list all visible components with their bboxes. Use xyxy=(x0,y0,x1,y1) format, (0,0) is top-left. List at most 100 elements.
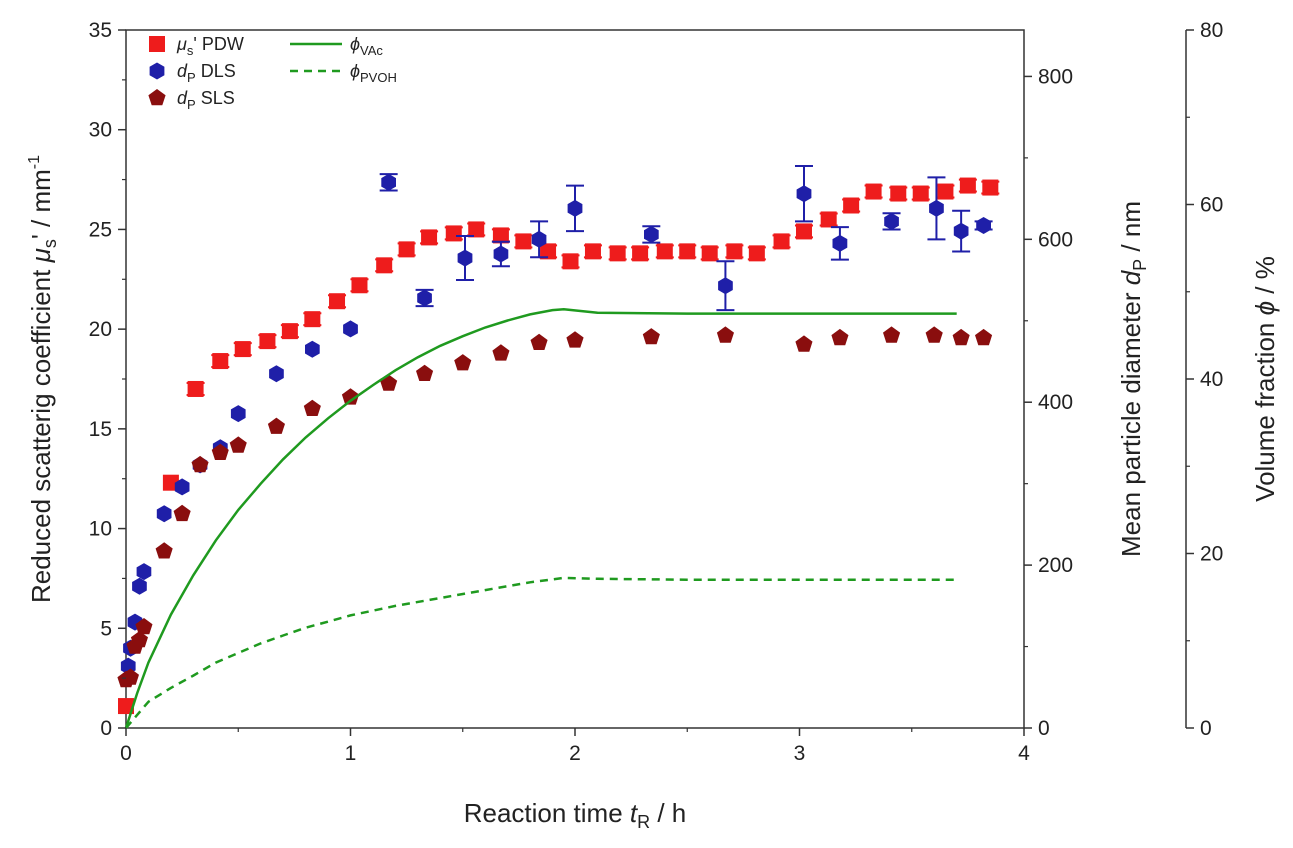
data-point xyxy=(351,277,368,294)
data-point xyxy=(121,668,139,685)
data-point xyxy=(832,234,848,252)
data-point xyxy=(457,249,473,267)
data-point xyxy=(454,354,472,371)
data-point xyxy=(259,333,276,350)
plot-frame xyxy=(125,29,1187,729)
data-point xyxy=(718,277,733,295)
x-tick-label: 3 xyxy=(794,742,806,765)
series-line xyxy=(125,576,957,729)
legend-label: ϕPVOH xyxy=(350,61,397,85)
data-point xyxy=(132,577,147,595)
data-point xyxy=(156,505,172,523)
data-point xyxy=(531,230,547,248)
x-tick-label: 2 xyxy=(569,742,581,765)
x-axis: 0 1 2 3 4 xyxy=(120,728,1030,765)
plot-area-border xyxy=(125,29,1025,729)
data-point xyxy=(468,221,485,238)
y-right-diameter-tick-label: 400 xyxy=(1038,391,1073,414)
data-point xyxy=(952,328,970,346)
legend-swatch-marker xyxy=(149,62,165,80)
data-point xyxy=(269,365,284,383)
data-point xyxy=(229,436,247,453)
y-axis-left: 0 5 10 15 20 25 30 35 xyxy=(89,19,126,740)
y-right-volume-tick-label: 0 xyxy=(1200,717,1212,740)
data-point xyxy=(118,698,134,715)
legend-swatch-marker xyxy=(148,89,166,106)
data-point xyxy=(820,211,837,228)
y-right-diameter-tick-label: 0 xyxy=(1038,717,1050,740)
legend-label: dP DLS xyxy=(177,61,236,85)
y-left-tick-label: 20 xyxy=(89,318,112,341)
y-left-tick-label: 10 xyxy=(89,518,112,541)
y-axis-right-diameter: 0 200 400 600 800 xyxy=(1024,65,1073,740)
y-axis-right-volume: 0 20 40 60 80 xyxy=(1186,19,1223,740)
data-point xyxy=(417,289,432,307)
y-right-volume-tick-label: 60 xyxy=(1200,194,1223,217)
data-point xyxy=(562,253,579,270)
data-point xyxy=(212,353,229,370)
y-left-tick-label: 35 xyxy=(89,19,112,42)
data-point xyxy=(376,257,393,274)
data-point xyxy=(982,179,999,196)
legend-item: ϕVAc xyxy=(290,34,383,58)
data-point xyxy=(795,223,812,240)
data-point xyxy=(281,323,298,340)
legend-swatch-marker xyxy=(149,36,165,52)
data-point xyxy=(445,225,462,242)
data-point xyxy=(884,212,899,230)
data-point xyxy=(211,443,229,460)
data-point xyxy=(716,326,734,343)
data-point xyxy=(609,245,626,262)
data-point xyxy=(795,335,813,352)
y-left-tick-label: 0 xyxy=(100,717,112,740)
data-point xyxy=(493,245,509,263)
data-point xyxy=(567,199,583,217)
data-point xyxy=(135,618,153,635)
data-point xyxy=(644,225,659,243)
y-right-volume-tick-label: 40 xyxy=(1200,368,1223,391)
data-point xyxy=(912,185,929,202)
data-point xyxy=(230,405,246,423)
data-point xyxy=(130,631,148,648)
series-2 xyxy=(117,326,993,688)
data-point xyxy=(953,222,969,240)
y-left-tick-label: 5 xyxy=(100,617,112,640)
series-1 xyxy=(120,165,993,675)
data-point xyxy=(748,245,765,262)
y-left-tick-label: 15 xyxy=(89,418,112,441)
y-left-tick-label: 30 xyxy=(89,119,112,142)
data-point xyxy=(831,328,849,346)
data-point xyxy=(136,563,152,581)
legend-label: μs' PDW xyxy=(176,34,244,58)
data-point xyxy=(584,243,601,260)
data-point xyxy=(515,233,532,250)
data-point xyxy=(656,243,673,260)
y-right-diameter-tick-label: 200 xyxy=(1038,554,1073,577)
data-point xyxy=(380,374,398,391)
data-point xyxy=(701,245,718,262)
series-0 xyxy=(118,177,1000,715)
legend-label: ϕVAc xyxy=(350,34,383,58)
data-point xyxy=(976,217,991,234)
data-point xyxy=(381,173,396,191)
data-point xyxy=(155,542,173,559)
legend-item: dP DLS xyxy=(149,61,236,85)
y-right-volume-tick-label: 80 xyxy=(1200,19,1223,42)
x-tick-label: 4 xyxy=(1018,742,1030,765)
data-point xyxy=(191,455,209,473)
y-axis-left-title: Reduced scatterig coefficient μs' / mm-1 xyxy=(26,155,60,603)
data-point xyxy=(343,320,358,338)
series-line xyxy=(124,307,957,729)
y-axis-right-volume-title: Volume fraction ϕ / % xyxy=(1250,256,1280,502)
x-axis-title: Reaction time tR / h xyxy=(464,798,687,832)
data-point xyxy=(843,197,860,214)
data-point xyxy=(267,417,285,434)
data-point xyxy=(234,341,251,358)
y-axis-right-diameter-title: Mean particle diameter dP / nm xyxy=(1116,201,1150,557)
data-point xyxy=(530,333,548,350)
data-point xyxy=(421,229,438,246)
data-point xyxy=(303,399,321,416)
data-point xyxy=(929,199,944,217)
data-point xyxy=(304,311,321,328)
